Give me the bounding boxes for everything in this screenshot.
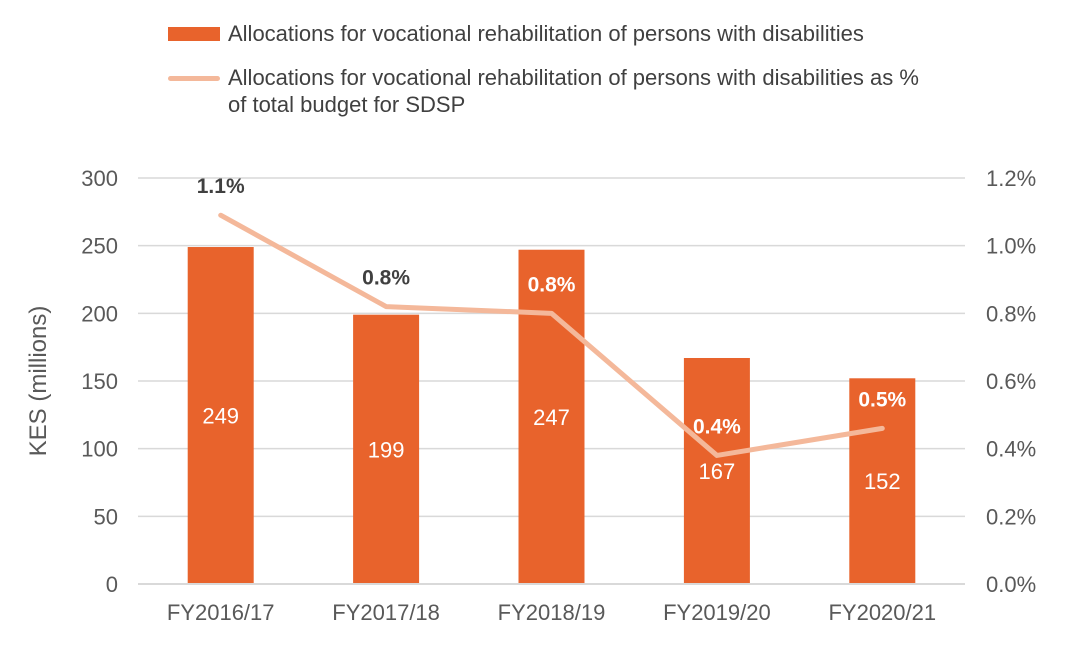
y2-tick-label: 0.2% [986, 504, 1036, 529]
line-value-label: 0.8% [362, 267, 410, 290]
bar [683, 357, 750, 584]
bar-value-label: 249 [202, 404, 239, 429]
data-labels: 249 199 247 167 152 1.1% 0.8% 0.8% 0.4% 0.5% [197, 175, 907, 494]
bar [187, 247, 254, 584]
line-value-label: 0.5% [858, 388, 906, 411]
y-tick-label: 300 [81, 166, 118, 191]
bar [849, 378, 916, 584]
line-value-label: 1.1% [197, 175, 245, 198]
y-tick-label: 50 [94, 504, 118, 529]
y2-tick-label: 1.0% [986, 234, 1036, 259]
y2-tick-label: 1.2% [986, 166, 1036, 191]
y-tick-label: 100 [81, 437, 118, 462]
legend-swatch-bar [168, 27, 220, 41]
x-tick-label: FY2016/17 [167, 600, 275, 625]
legend: Allocations for vocational rehabilitatio… [168, 20, 1028, 135]
bar [518, 249, 585, 584]
y2-tick-label: 0.0% [986, 572, 1036, 597]
y2-tick-label: 0.8% [986, 301, 1036, 326]
y-tick-label: 200 [81, 301, 118, 326]
x-tick-label: FY2018/19 [498, 600, 606, 625]
y2-tick-label: 0.6% [986, 369, 1036, 394]
y2-tick-label: 0.4% [986, 437, 1036, 462]
y-tick-label: 150 [81, 369, 118, 394]
bar-value-label: 199 [368, 437, 405, 462]
bar-value-label: 152 [864, 469, 901, 494]
legend-swatch-line [168, 76, 220, 81]
bar-value-label: 247 [533, 405, 570, 430]
y-tick-label: 250 [81, 234, 118, 259]
legend-label-line-2: of total budget for SDSP [228, 92, 466, 117]
x-tick-label: FY2019/20 [663, 600, 771, 625]
line-series [218, 212, 885, 458]
legend-label-bar: Allocations for vocational rehabilitatio… [228, 21, 864, 46]
line-path [218, 212, 885, 458]
bar [353, 314, 420, 584]
x-tick-label: FY2017/18 [332, 600, 440, 625]
bars [187, 247, 916, 584]
y-axis-label: KES (millions) [25, 306, 52, 457]
line-value-label: 0.4% [693, 415, 741, 438]
legend-item-line: Allocations for vocational rehabilitatio… [168, 64, 1028, 118]
line-value-label: 0.8% [528, 273, 576, 296]
legend-item-bar: Allocations for vocational rehabilitatio… [168, 20, 1028, 47]
legend-label-line-1: Allocations for vocational rehabilitatio… [228, 65, 919, 90]
y-tick-label: 0 [106, 572, 118, 597]
x-tick-label: FY2020/21 [828, 600, 936, 625]
axes: 0 50 100 150 200 250 300 0.0% 0.2% 0.4% 0.6% 0.8% 1.… [25, 166, 1036, 625]
bar-value-label: 167 [699, 459, 736, 484]
